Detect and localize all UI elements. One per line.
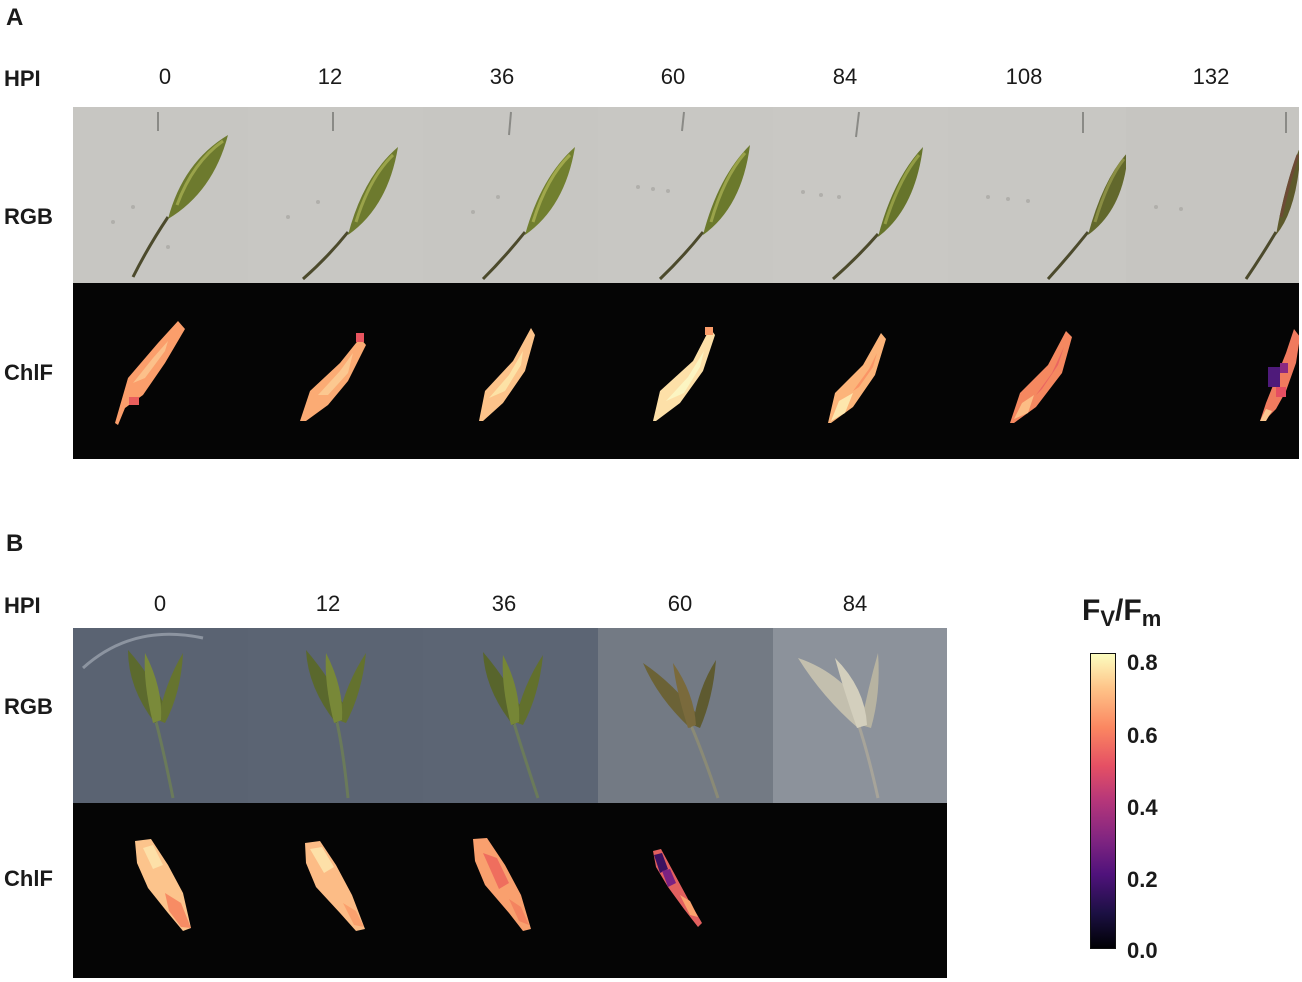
rgb-image-b-0 <box>73 628 248 803</box>
panel-b-letter: B <box>6 530 24 557</box>
panel-b-chlf-strip <box>73 803 947 978</box>
chlf-image-b-12 <box>248 803 423 978</box>
panel-a-hpi-label: HPI <box>4 66 41 91</box>
panel-b-hpi-84: 84 <box>842 591 868 616</box>
colorbar-tick-0-2: 0.2 <box>1127 867 1158 892</box>
panel-b-rgb-strip <box>73 628 947 803</box>
rgb-image-a-132 <box>1126 107 1299 283</box>
panel-b-rgb-label: RGB <box>4 694 53 719</box>
panel-a-hpi-60: 60 <box>660 64 686 89</box>
chlf-image-a-36 <box>423 283 598 459</box>
rgb-image-b-84 <box>773 628 947 803</box>
panel-b-hpi-60: 60 <box>667 591 693 616</box>
panel-a-hpi-36: 36 <box>489 64 515 89</box>
colorbar-title: FV/Fm <box>1082 594 1162 631</box>
panel-b-hpi-12: 12 <box>315 591 341 616</box>
chlf-image-a-12 <box>248 283 423 459</box>
rgb-image-b-12 <box>248 628 423 803</box>
rgb-image-a-12 <box>248 107 423 283</box>
panel-b-hpi-36: 36 <box>491 591 517 616</box>
chlf-image-a-132 <box>1126 283 1299 459</box>
chlf-image-b-36 <box>423 803 598 978</box>
rgb-image-a-36 <box>423 107 598 283</box>
panel-a-hpi-108: 108 <box>1005 64 1043 89</box>
panel-b-chlf-label: ChlF <box>4 866 53 891</box>
rgb-image-b-60 <box>598 628 773 803</box>
chlf-image-b-0 <box>73 803 248 978</box>
rgb-image-a-108 <box>948 107 1126 283</box>
chlf-image-a-108 <box>948 283 1126 459</box>
rgb-image-a-0 <box>73 107 248 283</box>
panel-a-letter: A <box>6 4 24 31</box>
panel-a-rgb-strip <box>73 107 1299 283</box>
rgb-image-a-84 <box>773 107 948 283</box>
colorbar-tick-0-6: 0.6 <box>1127 723 1158 748</box>
chlf-image-a-0 <box>73 283 248 459</box>
panel-a-chlf-strip <box>73 283 1299 459</box>
rgb-image-b-36 <box>423 628 598 803</box>
panel-a-hpi-12: 12 <box>317 64 343 89</box>
panel-a-rgb-label: RGB <box>4 204 53 229</box>
chlf-image-a-84 <box>773 283 948 459</box>
panel-a-hpi-0: 0 <box>158 64 172 89</box>
chlf-image-b-84 <box>773 803 947 978</box>
panel-a-hpi-132: 132 <box>1192 64 1230 89</box>
panel-b-hpi-0: 0 <box>153 591 167 616</box>
panel-a-hpi-84: 84 <box>832 64 858 89</box>
panel-b-hpi-label: HPI <box>4 593 41 618</box>
rgb-image-a-60 <box>598 107 773 283</box>
chlf-image-b-60 <box>598 803 773 978</box>
colorbar-tick-0-4: 0.4 <box>1127 795 1158 820</box>
colorbar-tick-0-8: 0.8 <box>1127 650 1158 675</box>
colorbar <box>1090 653 1116 949</box>
colorbar-tick-0-0: 0.0 <box>1127 938 1158 963</box>
panel-a-chlf-label: ChlF <box>4 360 53 385</box>
chlf-image-a-60 <box>598 283 773 459</box>
